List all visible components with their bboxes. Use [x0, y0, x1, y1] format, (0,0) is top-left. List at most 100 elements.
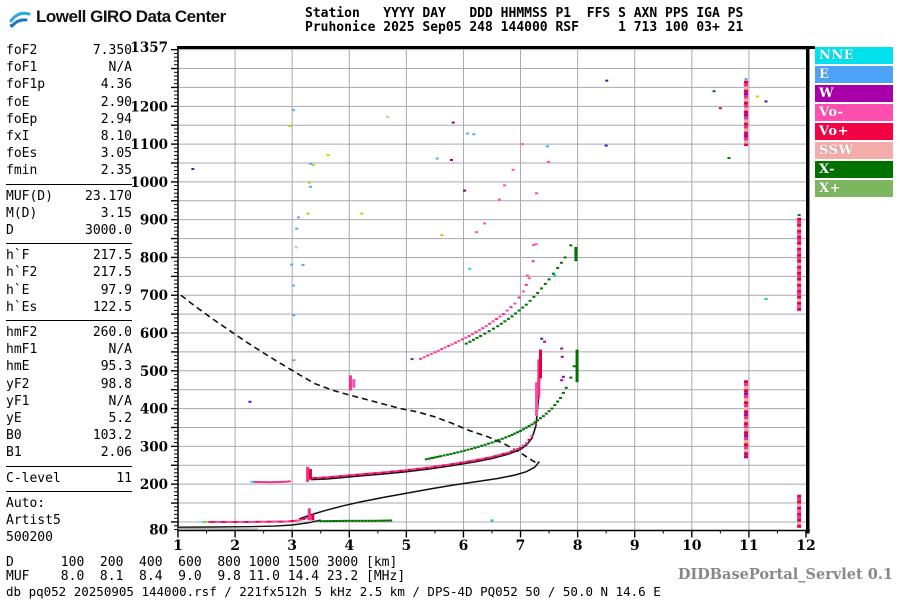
param-label: B1: [6, 445, 22, 461]
param-row-foes: foEs 3.05: [6, 145, 132, 162]
svg-text:400: 400: [140, 402, 168, 418]
auto-program: Artist5: [6, 513, 61, 529]
autoscaling-info: Auto: Artist5 500200: [6, 495, 132, 547]
param-row-fof1p: foF1p 4.36: [6, 76, 132, 93]
param-value: 98.8: [100, 376, 132, 392]
axis-labels: 1357120011001000900800700600500400300200…: [130, 40, 815, 554]
param-value: 5.2: [108, 411, 132, 427]
param-value: 2.06: [100, 445, 132, 461]
divider: [6, 243, 132, 245]
lowell-giro-logo: Lowell GIRO Data Center: [8, 5, 226, 29]
giro-wave-icon: [9, 11, 31, 28]
param-value: 4.36: [100, 77, 132, 93]
param-label: foEs: [6, 146, 38, 162]
echo-traces: [207, 243, 576, 523]
svg-text:800: 800: [140, 250, 168, 266]
svg-text:700: 700: [140, 288, 168, 304]
svg-text:4: 4: [344, 538, 354, 554]
param-label: M(D): [6, 205, 38, 221]
header-columns-line: Station YYYY DAY DDD HHMMSS P1 FFS S AXN…: [305, 6, 744, 21]
servlet-version: DIDBasePortal_Servlet 0.1: [677, 566, 893, 583]
param-label: yF2: [6, 376, 30, 392]
auto-label: Auto:: [6, 495, 46, 511]
param-value: 2.94: [100, 111, 132, 127]
o-mode-second-hop: [419, 243, 538, 360]
legend-item-x: X+: [815, 180, 893, 197]
legend-item-e: E: [815, 66, 893, 83]
param-value: 3.05: [100, 146, 132, 162]
divider: [6, 490, 132, 492]
param-row-b1: B1 2.06: [6, 444, 132, 461]
param-label: hmF2: [6, 325, 38, 341]
svg-text:500: 500: [140, 364, 168, 380]
db-info-line: db pq052 20250905 144000.rsf / 221fx512h…: [6, 584, 661, 599]
param-label: yE: [6, 411, 22, 427]
param-row-clevel: C-level 11: [6, 470, 132, 487]
param-label: h`F2: [6, 265, 38, 281]
param-value: 95.3: [100, 359, 132, 375]
svg-text:900: 900: [140, 213, 168, 229]
svg-text:1000: 1000: [130, 175, 168, 191]
svg-text:1100: 1100: [130, 137, 168, 153]
x-mode-second-hop: [464, 244, 573, 345]
grid-lines: [178, 47, 809, 530]
param-row-ye: yE 5.2: [6, 410, 132, 427]
param-label: hmF1: [6, 342, 38, 358]
param-row-yf2: yF2 98.8: [6, 376, 132, 393]
param-label: foF2: [6, 43, 38, 58]
param-label: B0: [6, 428, 22, 444]
profile-f-region: [298, 461, 540, 520]
svg-text:6: 6: [459, 538, 469, 554]
param-value: 217.5: [92, 248, 132, 264]
param-value: 2.35: [100, 163, 132, 179]
legend-item-vo: Vo+: [815, 123, 893, 140]
param-label: C-level: [6, 470, 61, 486]
param-value: 217.5: [92, 265, 132, 281]
param-value: 3.15: [100, 205, 132, 221]
param-row-hme: hmE 95.3: [6, 358, 132, 375]
param-label: foEp: [6, 111, 38, 127]
svg-text:12: 12: [796, 538, 815, 554]
svg-text:7: 7: [516, 538, 526, 554]
param-label: fxI: [6, 129, 30, 145]
muf-transmission-curve: [180, 294, 539, 465]
svg-text:1200: 1200: [130, 99, 168, 115]
legend-item-x: X-: [815, 161, 893, 178]
svg-text:3: 3: [287, 538, 297, 554]
param-label: MUF(D): [6, 188, 53, 204]
param-value: 260.0: [92, 325, 132, 341]
svg-text:1: 1: [173, 538, 183, 554]
param-label: foF1: [6, 60, 38, 76]
svg-text:200: 200: [140, 477, 168, 493]
param-row-hes: h`Es 122.5: [6, 299, 132, 316]
param-label: yF1: [6, 393, 30, 409]
svg-text:80: 80: [149, 523, 168, 539]
param-value: N/A: [108, 60, 132, 76]
svg-text:5: 5: [401, 538, 411, 554]
svg-text:2: 2: [230, 538, 240, 554]
svg-text:9: 9: [630, 538, 640, 554]
param-label: h`F: [6, 248, 30, 264]
param-value: 97.9: [100, 282, 132, 298]
param-row-yf1: yF1 N/A: [6, 393, 132, 410]
muf-row: MUF 8.0 8.1 8.4 9.0 9.8 11.0 14.4 23.2 […: [6, 568, 406, 584]
legend-item-vo: Vo-: [815, 104, 893, 121]
divider: [6, 465, 132, 467]
rfi-columns: [744, 80, 802, 528]
profile-e-region: [177, 519, 321, 528]
profile-and-fit-curves: [177, 294, 542, 530]
param-value: 103.2: [92, 428, 132, 444]
param-row-foe: foE 2.90: [6, 94, 132, 111]
svg-text:8: 8: [573, 538, 583, 554]
legend-item-w: W: [815, 85, 893, 102]
auto-code: 500200: [6, 530, 53, 546]
spread-bars: [306, 246, 579, 521]
logo-text: Lowell GIRO Data Center: [36, 7, 226, 26]
param-row-d: D 3000.0: [6, 222, 132, 239]
echo-direction-legend: NNE E W Vo- Vo+ SSW X- X+: [815, 47, 893, 199]
param-row-b0: B0 103.2: [6, 427, 132, 444]
muf-distance-table: D 100 200 400 600 800 1000 1500 3000 [km…: [6, 556, 405, 583]
o-mode-f-trace: [310, 379, 541, 480]
